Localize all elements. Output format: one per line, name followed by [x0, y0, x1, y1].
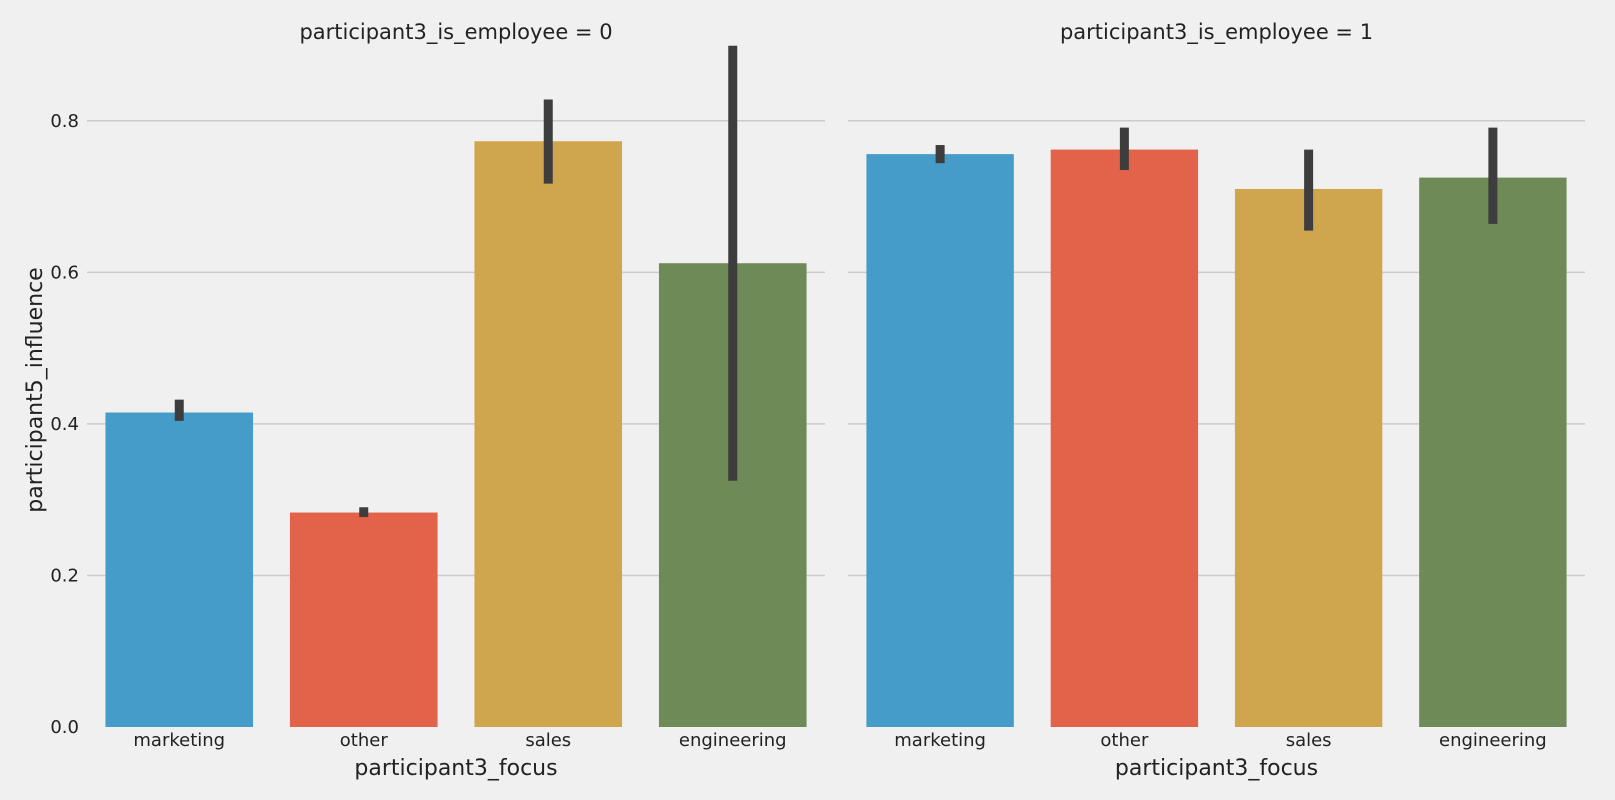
- x-tick-engineering-p0: engineering: [679, 730, 787, 751]
- x-tick-other-p1: other: [1100, 730, 1149, 751]
- text-layer: participant5_influence participant3_is_e…: [23, 20, 1547, 781]
- x-axis-label-1: participant3_focus: [1115, 756, 1318, 781]
- errorbar-layer: [174, 45, 1498, 518]
- bar-marketing-p0: [105, 412, 254, 727]
- x-tick-engineering-p1: engineering: [1439, 730, 1547, 751]
- bar-marketing-p1: [866, 154, 1014, 727]
- x-tick-sales-p1: sales: [1286, 730, 1332, 751]
- panel-title-1: participant3_is_employee = 1: [1060, 20, 1373, 45]
- y-tick-3: 0.6: [50, 262, 79, 283]
- bar-sales-p1: [1234, 188, 1383, 727]
- bar-other-p0: [289, 512, 438, 727]
- bar-other-p1: [1050, 149, 1199, 727]
- y-tick-0: 0.0: [50, 717, 79, 738]
- x-tick-marketing-p1: marketing: [894, 730, 986, 751]
- x-tick-other-p0: other: [340, 730, 389, 751]
- bar-sales-p0: [474, 141, 623, 727]
- y-axis-label: participant5_influence: [23, 267, 48, 512]
- x-axis-label-0: participant3_focus: [354, 756, 557, 781]
- x-tick-sales-p0: sales: [525, 730, 571, 751]
- bar-layer: [105, 141, 1567, 728]
- x-tick-marketing-p0: marketing: [133, 730, 225, 751]
- y-tick-4: 0.8: [50, 111, 79, 132]
- y-tick-1: 0.2: [50, 565, 79, 586]
- panel-title-0: participant3_is_employee = 0: [299, 20, 612, 45]
- bar-engineering-p1: [1419, 177, 1567, 728]
- y-tick-2: 0.4: [50, 414, 79, 435]
